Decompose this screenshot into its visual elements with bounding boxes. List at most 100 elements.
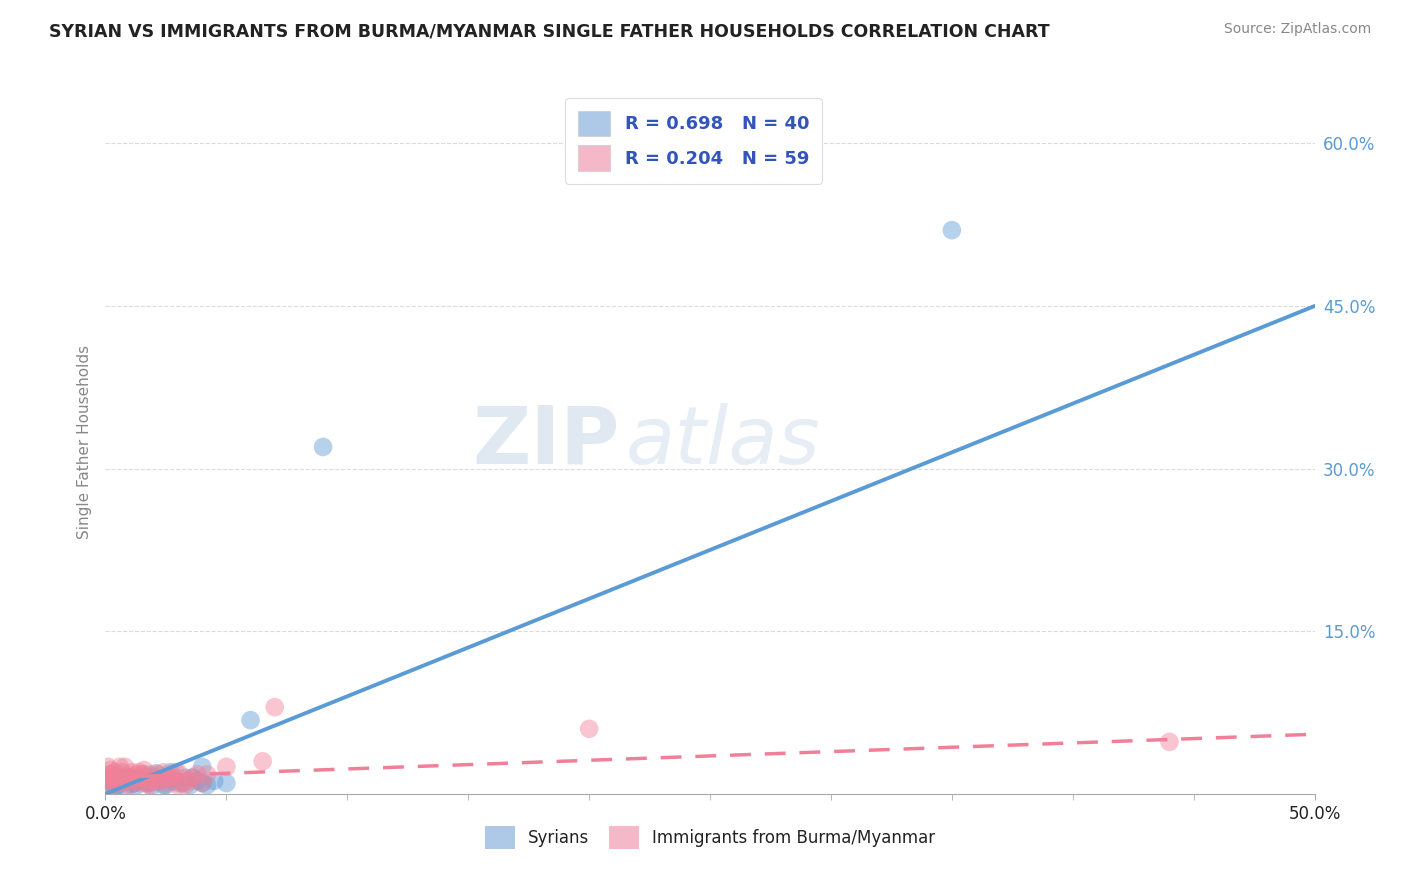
Point: [215, 776, 238, 790]
Point: [108, 772, 131, 786]
Point: [142, 771, 165, 785]
Text: Source: ZipAtlas.com: Source: ZipAtlas.com: [1223, 22, 1371, 37]
Point: [98, 771, 121, 785]
Point: [124, 773, 146, 788]
Point: [121, 777, 143, 791]
Point: [162, 773, 184, 788]
Point: [118, 778, 141, 792]
Text: ZIP: ZIP: [472, 402, 620, 481]
Point: [145, 766, 167, 780]
Point: [167, 765, 190, 780]
Point: [174, 778, 197, 792]
Point: [125, 767, 148, 781]
Point: [131, 773, 153, 788]
Point: [135, 775, 157, 789]
Point: [104, 765, 127, 780]
Point: [108, 767, 131, 781]
Point: [145, 773, 167, 788]
Point: [107, 770, 129, 784]
Y-axis label: Single Father Households: Single Father Households: [77, 344, 93, 539]
Point: [138, 776, 160, 790]
Text: SYRIAN VS IMMIGRANTS FROM BURMA/MYANMAR SINGLE FATHER HOUSEHOLDS CORRELATION CHA: SYRIAN VS IMMIGRANTS FROM BURMA/MYANMAR …: [49, 22, 1050, 40]
Point: [159, 771, 181, 785]
Point: [202, 773, 225, 788]
Point: [181, 771, 204, 785]
Legend: Syrians, Immigrants from Burma/Myanmar: Syrians, Immigrants from Burma/Myanmar: [478, 819, 942, 856]
Point: [191, 760, 214, 774]
Point: [162, 771, 184, 785]
Point: [97, 760, 120, 774]
Point: [172, 776, 194, 790]
Point: [98, 763, 121, 777]
Point: [131, 771, 153, 785]
Point: [179, 778, 201, 792]
Text: atlas: atlas: [626, 402, 820, 481]
Point: [159, 765, 181, 780]
Point: [98, 767, 121, 781]
Point: [128, 772, 150, 787]
Point: [108, 760, 131, 774]
Point: [186, 773, 208, 788]
Point: [107, 773, 129, 788]
Point: [152, 765, 174, 780]
Point: [101, 778, 124, 792]
Point: [128, 765, 150, 780]
Point: [167, 776, 190, 790]
Point: [215, 760, 238, 774]
Point: [115, 770, 138, 784]
Point: [191, 776, 214, 790]
Point: [131, 767, 153, 781]
Point: [111, 776, 134, 790]
Point: [125, 778, 148, 792]
Point: [252, 755, 274, 769]
Point: [121, 771, 143, 785]
Point: [138, 778, 160, 792]
Point: [134, 763, 156, 777]
Point: [97, 776, 120, 790]
Point: [148, 767, 170, 781]
Point: [167, 778, 190, 792]
Point: [138, 776, 160, 790]
Point: [141, 767, 163, 781]
Point: [115, 771, 138, 785]
Point: [165, 765, 187, 780]
Point: [1159, 735, 1181, 749]
Point: [186, 767, 208, 781]
Point: [157, 771, 180, 785]
Point: [114, 760, 136, 774]
Point: [111, 765, 134, 780]
Point: [148, 773, 170, 788]
Point: [191, 776, 214, 790]
Point: [152, 778, 174, 792]
Point: [941, 223, 963, 237]
Point: [195, 778, 218, 792]
Point: [174, 771, 197, 785]
Point: [142, 773, 165, 788]
Point: [111, 773, 134, 788]
Point: [155, 778, 177, 792]
Point: [98, 767, 121, 781]
Point: [312, 440, 335, 454]
Point: [115, 773, 138, 788]
Point: [134, 767, 156, 781]
Point: [150, 773, 173, 788]
Point: [578, 722, 600, 736]
Point: [114, 780, 136, 795]
Point: [124, 776, 146, 790]
Point: [263, 700, 285, 714]
Point: [239, 713, 262, 727]
Point: [195, 767, 218, 781]
Point: [104, 780, 127, 795]
Point: [107, 776, 129, 790]
Point: [98, 781, 121, 796]
Point: [141, 779, 163, 793]
Point: [107, 778, 129, 792]
Point: [135, 776, 157, 790]
Point: [101, 771, 124, 785]
Point: [118, 771, 141, 785]
Point: [172, 776, 194, 790]
Point: [124, 771, 146, 785]
Point: [101, 776, 124, 790]
Point: [179, 773, 201, 788]
Point: [155, 776, 177, 790]
